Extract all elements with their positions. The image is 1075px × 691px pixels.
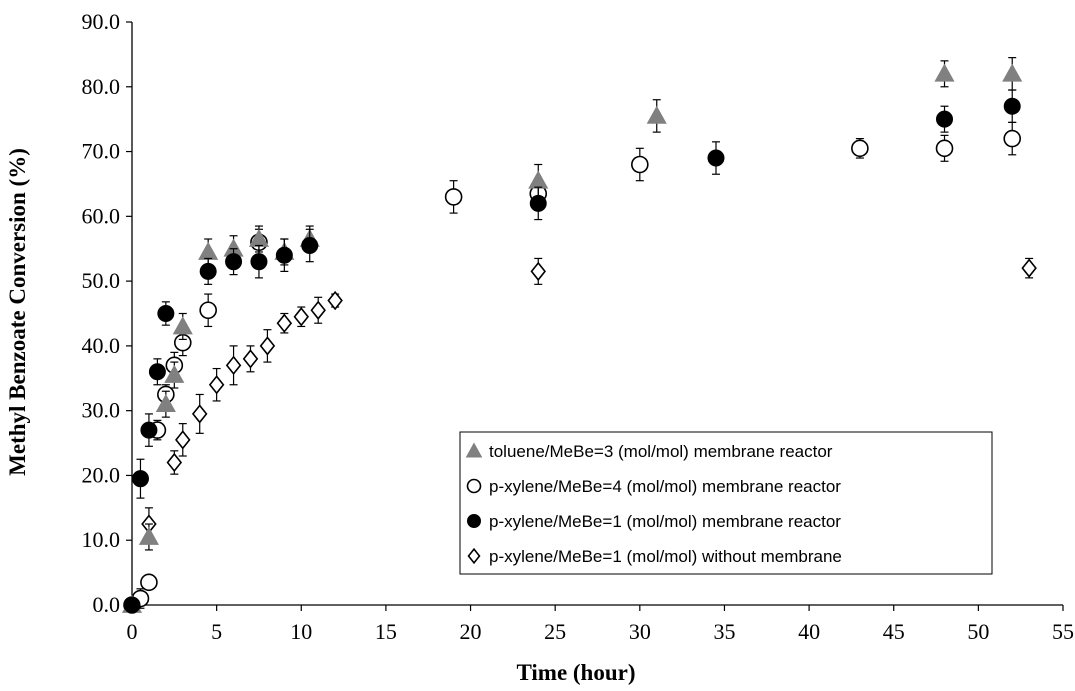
x-tick-label: 0 [127, 619, 138, 644]
x-tick-label: 50 [967, 619, 989, 644]
data-point [259, 336, 276, 356]
data-point [164, 364, 185, 383]
legend: toluene/MeBe=3 (mol/mol) membrane reacto… [459, 431, 993, 575]
x-axis-title: Time (hour) [516, 660, 635, 685]
data-point [707, 149, 725, 167]
data-point [293, 307, 310, 327]
data-point [936, 110, 954, 128]
data-point [155, 393, 176, 413]
series-3 [123, 89, 1021, 614]
data-point [528, 170, 549, 189]
data-point [327, 290, 343, 311]
data-point [529, 194, 547, 212]
data-point [1003, 129, 1022, 148]
data-point [157, 305, 175, 322]
data-point [140, 573, 158, 592]
legend-marker [466, 478, 482, 494]
data-point [310, 300, 326, 320]
data-point [631, 155, 649, 174]
legend-label: p-xylene/MeBe=1 (mol/mol) membrane react… [489, 512, 841, 531]
data-point [444, 188, 463, 206]
data-point [301, 236, 319, 254]
x-tick-label: 25 [544, 619, 566, 644]
data-point [172, 316, 193, 335]
x-tick-label: 45 [883, 619, 905, 644]
y-tick-label: 60.0 [82, 203, 121, 228]
y-tick-label: 80.0 [82, 74, 121, 99]
y-tick-label: 10.0 [82, 527, 121, 552]
data-point [1021, 258, 1037, 278]
legend-label: toluene/MeBe=3 (mol/mol) membrane reacto… [489, 442, 833, 461]
data-point [225, 253, 243, 271]
y-tick-label: 0.0 [93, 592, 121, 617]
legend-marker [467, 514, 481, 528]
data-point [242, 349, 259, 369]
data-point [198, 241, 219, 260]
legend-label: p-xylene/MeBe=1 (mol/mol) without membra… [489, 547, 842, 566]
data-point [140, 421, 158, 439]
legend-box [459, 431, 993, 575]
legend-label: p-xylene/MeBe=4 (mol/mol) membrane react… [489, 477, 841, 496]
data-point [191, 404, 208, 424]
data-point [1002, 63, 1023, 82]
x-tick-label: 55 [1052, 619, 1074, 644]
x-tick-label: 40 [798, 619, 820, 644]
data-point [935, 139, 954, 158]
data-point [148, 363, 166, 381]
data-point [225, 355, 242, 376]
data-point [208, 375, 225, 395]
y-tick-label: 50.0 [82, 268, 121, 293]
x-tick-label: 20 [460, 619, 482, 644]
data-point [175, 430, 191, 450]
y-tick-label: 70.0 [82, 139, 121, 164]
data-point [199, 301, 217, 320]
data-point [1003, 97, 1021, 115]
plot-area [121, 57, 1037, 614]
data-point [646, 105, 667, 124]
legend-marker [465, 442, 483, 458]
x-axis-ticks: 0 5 10 15 20 25 30 35 40 45 50 55 [127, 605, 1074, 644]
data-point [166, 452, 183, 473]
data-point [934, 63, 955, 82]
data-point [250, 253, 268, 271]
x-tick-label: 10 [290, 619, 312, 644]
data-point [123, 596, 141, 614]
y-axis-title: Methyl Benzoate Conversion (%) [5, 148, 30, 476]
y-tick-label: 20.0 [82, 462, 121, 487]
data-point [275, 246, 293, 264]
data-point [276, 313, 293, 333]
y-axis-ticks: 0.0 10.0 20.0 30.0 40.0 50.0 60.0 70.0 80.0 90.0 [82, 9, 132, 617]
axes [131, 22, 1063, 606]
x-tick-label: 5 [211, 619, 222, 644]
x-tick-label: 35 [713, 619, 735, 644]
data-point [530, 261, 546, 282]
data-point [851, 139, 869, 158]
data-point [199, 262, 217, 280]
series-4 [141, 257, 1037, 541]
data-point [131, 470, 149, 488]
y-tick-label: 90.0 [82, 9, 121, 34]
y-tick-label: 40.0 [82, 333, 121, 358]
y-tick-label: 30.0 [82, 398, 121, 423]
x-tick-label: 30 [629, 619, 651, 644]
legend-marker [467, 547, 481, 565]
x-tick-label: 15 [375, 619, 397, 644]
data-point [138, 526, 159, 545]
